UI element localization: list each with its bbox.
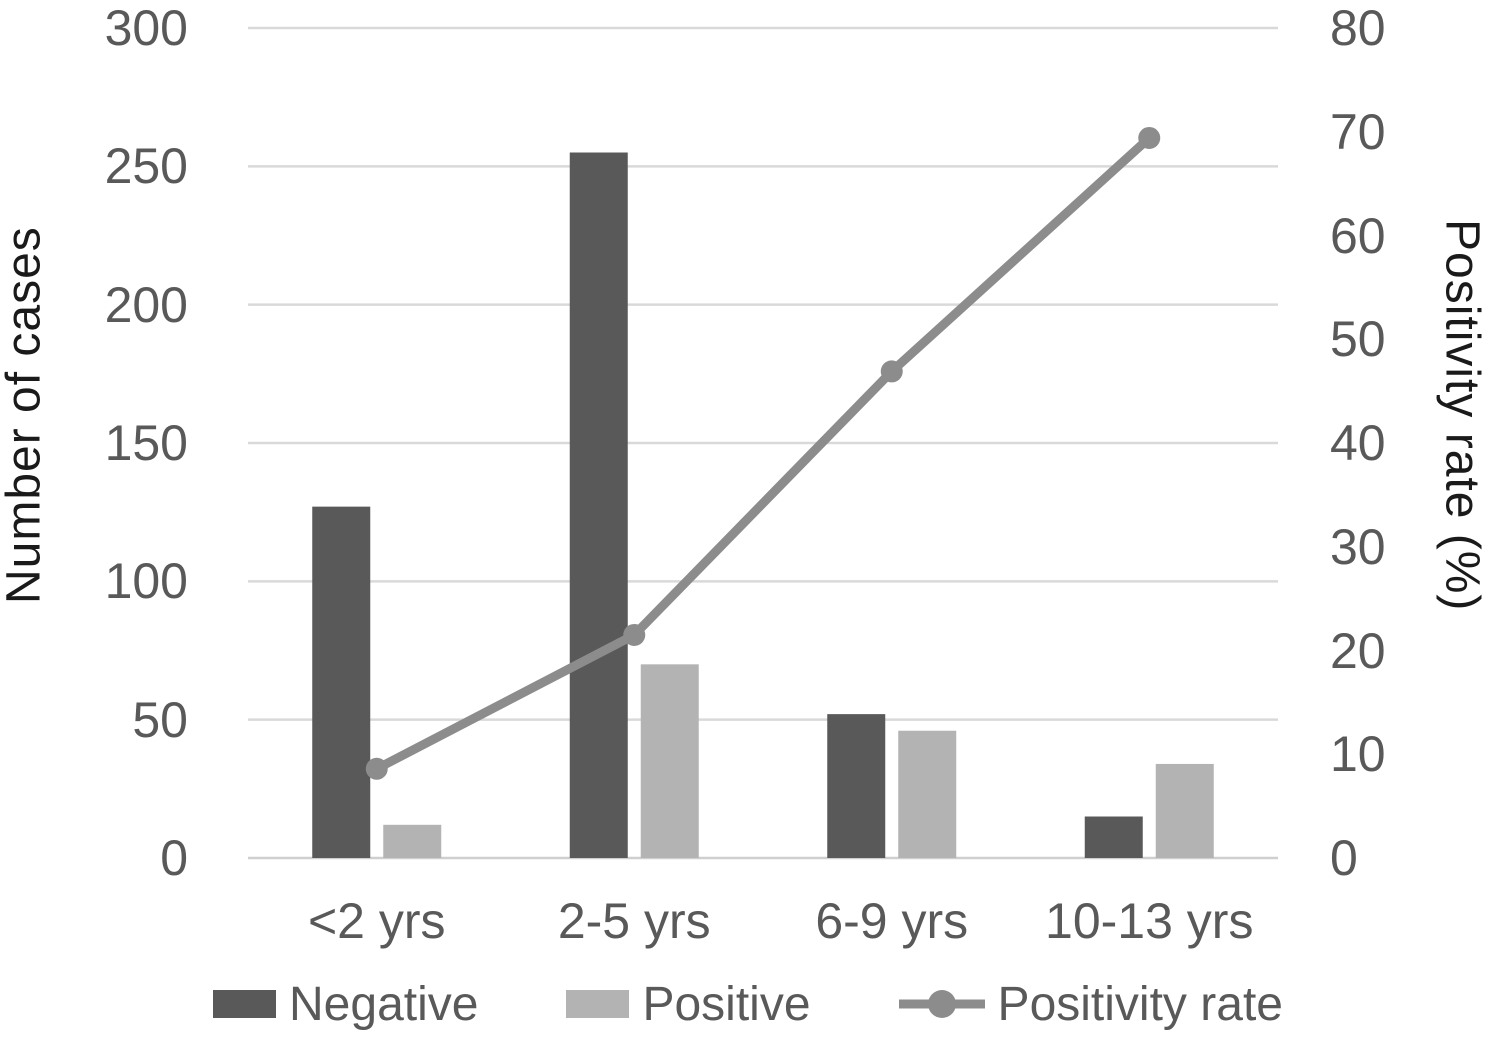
legend-item-negative: Negative [213,977,478,1032]
legend-label-negative: Negative [289,977,479,1031]
negative-swatch-icon [213,990,277,1018]
bar-positive [1155,763,1214,858]
bar-negative [569,152,628,858]
right-axis-tick: 20 [1330,622,1386,679]
line-marker [1138,126,1161,149]
right-axis-tick: 80 [1330,0,1386,56]
right-axis-tick: 70 [1330,103,1386,160]
right-axis-tick: 0 [1330,830,1358,886]
positivity-rate-line [374,134,1153,773]
bar-positive [383,824,442,858]
left-axis-tick: 50 [132,691,188,748]
line-marker [880,360,903,383]
left-axis-tick: 300 [104,0,188,56]
line-marker-swatch-icon [898,987,985,1021]
x-axis-label: 6-9 yrs [815,893,969,949]
right-axis-tick: 40 [1330,415,1386,471]
bar-positive [640,664,699,858]
line-marker [365,757,388,780]
right-axis-tick: 30 [1330,518,1386,575]
positive-swatch-icon [566,990,630,1018]
legend-label-positive: Positive [642,977,811,1031]
left-axis-tick: 150 [104,415,188,471]
left-axis-tick: 100 [104,553,188,610]
x-axis-label: <2 yrs [307,893,446,949]
left-axis-tick: 0 [160,830,188,886]
legend-item-positive: Positive [566,977,811,1032]
right-axis-tick: 10 [1330,726,1386,783]
legend-item-positivity-rate: Positivity rate [898,977,1283,1032]
right-axis-tick: 60 [1330,207,1386,264]
line-marker [623,623,646,646]
bar-negative [312,506,371,858]
x-axis-label: 2-5 yrs [557,893,711,949]
x-axis-label: 10-13 yrs [1045,893,1254,949]
right-axis-tick: 50 [1330,311,1386,368]
bar-positive [898,730,957,858]
bar-negative [1084,816,1143,858]
left-axis-tick: 250 [104,138,188,195]
right-axis-title: Positivity rate (%) [1435,218,1489,612]
legend-label-positivity-rate: Positivity rate [997,977,1283,1031]
left-axis-tick: 200 [104,276,188,333]
bar-negative [827,714,886,858]
legend: Negative Positive Positivity rate [0,972,1496,1036]
